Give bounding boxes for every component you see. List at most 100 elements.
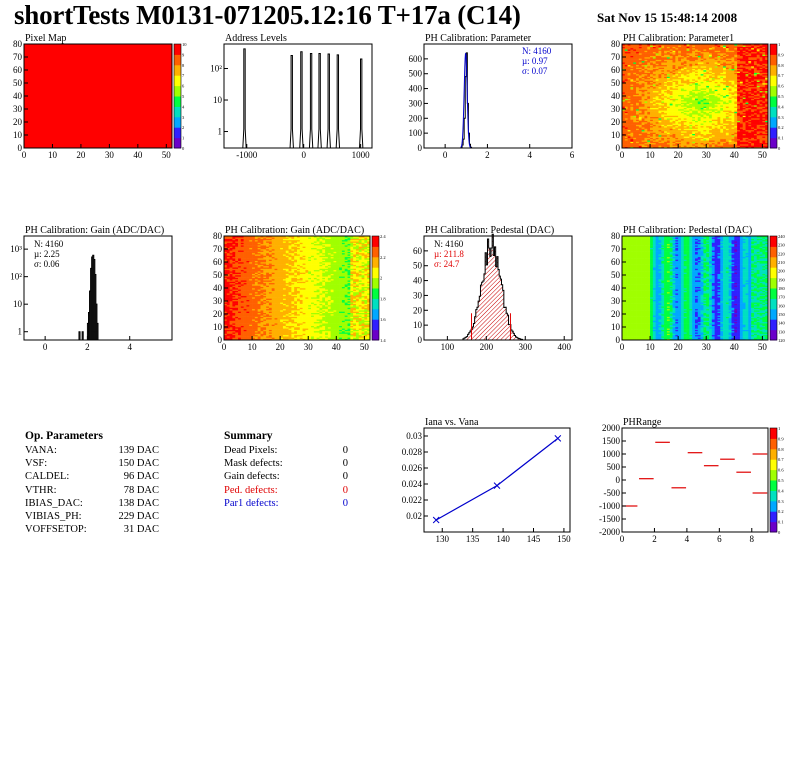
heatmap-cell [627, 97, 631, 99]
heatmap-cell [739, 106, 744, 108]
heatmap-cell [641, 64, 645, 67]
heatmap-cell [748, 64, 752, 67]
heatmap-cell [644, 90, 648, 93]
heatmap-cell [647, 45, 651, 47]
heatmap-cell [666, 123, 671, 125]
heatmap-cell [622, 128, 626, 131]
heatmap-cell [725, 116, 729, 119]
heatmap-cell [745, 142, 749, 145]
heatmap-cell [650, 76, 654, 79]
heatmap-cell [742, 80, 746, 82]
heatmap-cell [745, 72, 749, 75]
heatmap-cell [725, 144, 729, 146]
heatmap-cell [666, 84, 671, 86]
heatmap-cell [745, 80, 749, 82]
heatmap-cell [723, 59, 727, 62]
heatmap-cell [647, 102, 651, 105]
heatmap-cell [669, 119, 673, 121]
heatmap-cell [700, 73, 704, 76]
heatmap-cell [661, 105, 665, 107]
heatmap-cell [739, 96, 744, 98]
heatmap-cell [641, 83, 645, 85]
heatmap-cell [661, 85, 665, 88]
heatmap-cell [717, 67, 721, 69]
heatmap-cell [644, 50, 648, 53]
heatmap-cell [661, 60, 665, 63]
heatmap-cell [624, 136, 628, 138]
heatmap-cell [737, 44, 741, 46]
heatmap-cell [717, 84, 721, 86]
heatmap-cell [709, 120, 713, 123]
heatmap-cell [633, 94, 637, 97]
heatmap-cell [655, 118, 659, 120]
heatmap-cell [745, 46, 749, 49]
heatmap-cell [737, 68, 741, 71]
heatmap-cell [669, 60, 673, 63]
heatmap-cell [647, 44, 651, 46]
heatmap-cell [739, 136, 744, 138]
heatmap-cell [678, 135, 682, 137]
heatmap-cell [734, 76, 738, 79]
heatmap-cell [680, 64, 685, 67]
heatmap-cell [725, 85, 729, 88]
heatmap-cell [636, 60, 640, 63]
heatmap-cell [644, 128, 648, 131]
heatmap-cell [672, 131, 676, 133]
heatmap-cell [695, 92, 699, 94]
heatmap-cell [731, 77, 735, 80]
heatmap-cell [641, 106, 645, 108]
heatmap-cell [655, 73, 659, 76]
heatmap-cell [720, 141, 724, 144]
heatmap-cell [748, 133, 752, 136]
heatmap-cell [647, 142, 651, 145]
heatmap-cell [641, 102, 645, 105]
heatmap-cell [647, 115, 651, 118]
heatmap-cell [692, 64, 696, 67]
heatmap-cell [731, 122, 735, 124]
heatmap-cell [692, 97, 696, 99]
heatmap-cell [714, 64, 718, 67]
heatmap-cell [622, 83, 626, 85]
heatmap-cell [630, 72, 634, 75]
heatmap-cell [647, 50, 651, 53]
heatmap-cell [697, 116, 701, 119]
heatmap-cell [664, 84, 668, 86]
heatmap-cell [638, 103, 642, 106]
heatmap-cell [627, 115, 631, 118]
heatmap-cell [711, 107, 715, 110]
heatmap-cell [624, 122, 628, 124]
heatmap-cell [692, 84, 696, 86]
heatmap-cell [661, 57, 665, 59]
heatmap-cell [714, 138, 718, 141]
heatmap-cell [692, 99, 696, 102]
heatmap-cell [700, 141, 704, 144]
heatmap-cell [714, 63, 718, 66]
heatmap-cell [714, 67, 718, 69]
heatmap-cell [636, 145, 640, 147]
heatmap-cell [709, 60, 713, 63]
heatmap-cell [706, 103, 710, 106]
heatmap-cell [731, 93, 735, 95]
heatmap-cell [731, 127, 735, 129]
heatmap-cell [664, 132, 668, 134]
heatmap-cell [641, 59, 645, 62]
heatmap-cell [723, 58, 727, 60]
heatmap-cell [624, 75, 628, 77]
heatmap-cell [728, 131, 732, 133]
heatmap-cell [636, 88, 640, 90]
heatmap-cell [739, 84, 744, 86]
heatmap-cell [638, 123, 642, 125]
colorbar-cell [174, 85, 181, 89]
heatmap-cell [664, 136, 668, 138]
heatmap-cell [748, 116, 752, 119]
heatmap-cell [675, 84, 679, 86]
heatmap-cell [658, 54, 662, 56]
heatmap-cell [706, 86, 710, 89]
heatmap-cell [630, 58, 634, 60]
heatmap-cell [734, 128, 738, 131]
heatmap-cell [661, 47, 665, 50]
heatmap-cell [658, 73, 662, 76]
heatmap-cell [748, 59, 752, 62]
heatmap-cell [630, 111, 634, 114]
heatmap-cell [751, 128, 755, 131]
